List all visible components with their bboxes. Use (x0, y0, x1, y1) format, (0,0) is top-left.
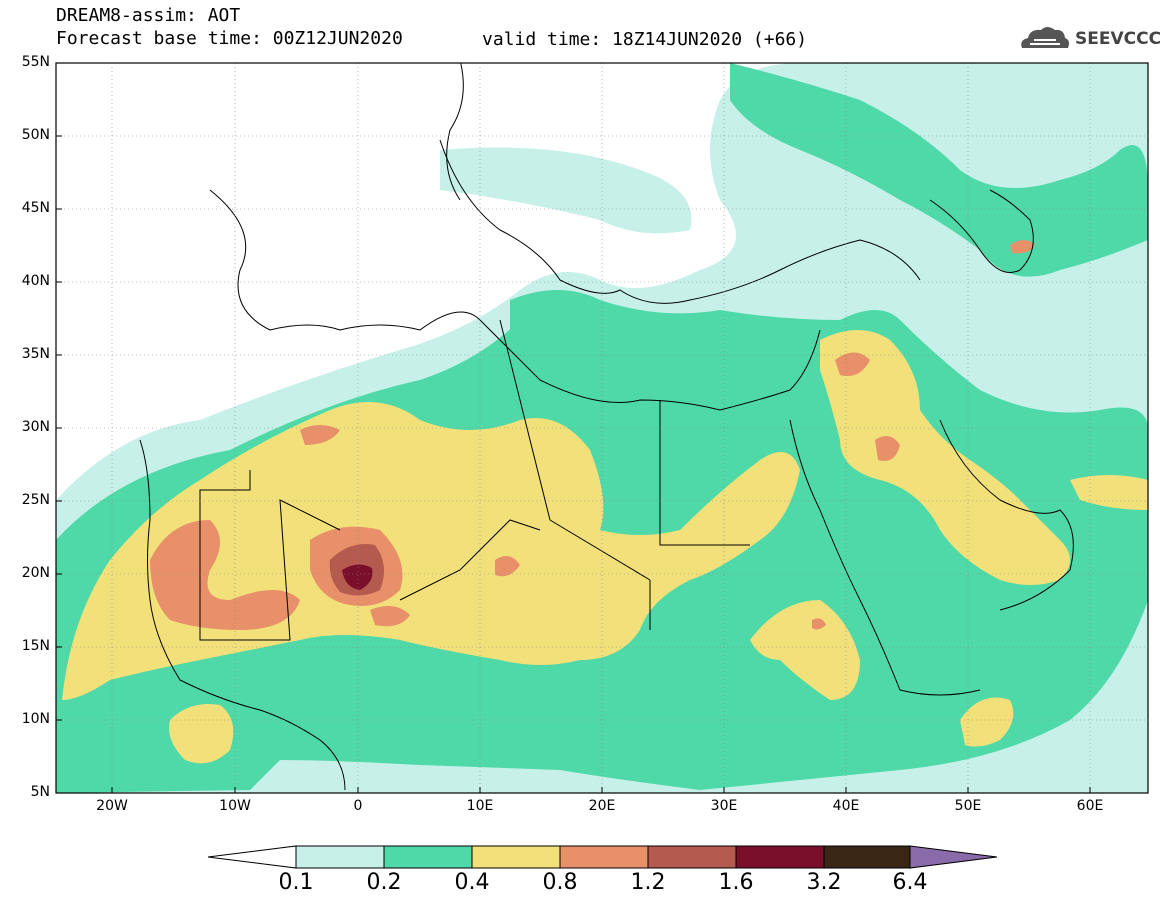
graticule (56, 63, 1148, 793)
lon-label: 10W (219, 798, 251, 814)
valid-time: valid time: 18Z14JUN2020 (+66) (482, 29, 808, 50)
colorbar-label: 1.2 (630, 870, 666, 895)
colorbar-label: 6.4 (892, 870, 928, 895)
lon-label: 0 (353, 798, 363, 814)
cloud-logo-icon (1021, 27, 1069, 48)
lat-label: 15N (21, 638, 50, 654)
forecast-base-time: Forecast base time: 00Z12JUN2020 (56, 28, 403, 49)
colorbar-label: 0.8 (542, 870, 578, 895)
colorbar-low-triangle (207, 845, 297, 869)
colorbar-swatch-0.4 (471, 845, 561, 869)
colorbar-swatch-0.1 (295, 845, 385, 869)
colorbar-label: 3.2 (806, 870, 842, 895)
colorbar-label: 0.4 (454, 870, 490, 895)
lon-label: 20W (96, 798, 128, 814)
lon-label: 10E (466, 798, 494, 814)
lon-label: 40E (832, 798, 860, 814)
colorbar-swatch-1.6 (735, 845, 825, 869)
colorbar-label: 0.1 (278, 870, 314, 895)
lon-label: 20E (588, 798, 616, 814)
aot-level-1.6 (342, 564, 373, 590)
lat-label: 30N (21, 419, 50, 435)
lat-label: 45N (21, 200, 50, 216)
colorbar-swatch-0.8 (559, 845, 649, 869)
colorbar-high-triangle (909, 845, 998, 869)
colorbar-label: 0.2 (366, 870, 402, 895)
lon-label: 30E (710, 798, 738, 814)
lon-label: 60E (1076, 798, 1104, 814)
lat-label: 50N (21, 127, 50, 143)
map-title: DREAM8-assim: AOT (56, 5, 241, 26)
ticks (56, 62, 1091, 793)
coastlines (139, 63, 1074, 791)
colorbar (207, 845, 998, 869)
colorbar-label: 1.6 (718, 870, 754, 895)
lon-label: 50E (954, 798, 982, 814)
lat-label: 25N (21, 492, 50, 508)
lat-label: 20N (21, 565, 50, 581)
colorbar-swatch-3.2 (823, 845, 911, 869)
lat-label: 5N (30, 784, 50, 800)
colorbar-swatch-1.2 (647, 845, 737, 869)
lat-label: 40N (21, 273, 50, 289)
lat-label: 10N (21, 711, 50, 727)
lat-label: 35N (21, 346, 50, 362)
lat-label: 55N (21, 54, 50, 70)
colorbar-swatch-0.2 (383, 845, 473, 869)
logo-text: SEEVCCC (1075, 29, 1162, 49)
